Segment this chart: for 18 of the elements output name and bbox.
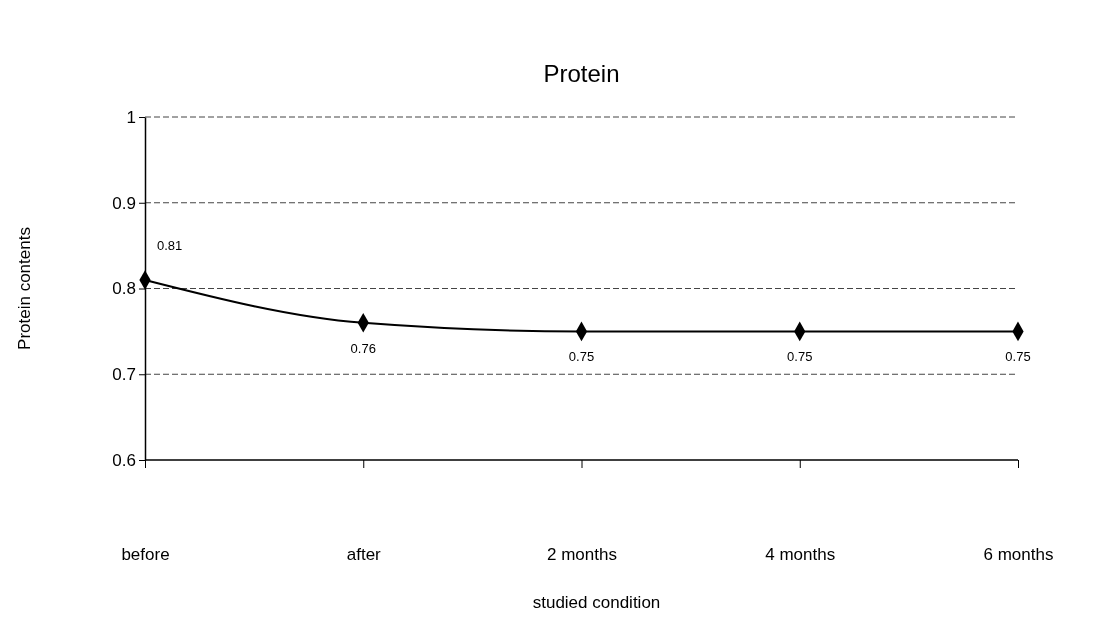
y-tick-label: 1 [126,107,136,127]
data-label: 0.81 [157,237,183,253]
x-axis-title: studied condition [532,593,661,612]
x-tick-label: 4 months [765,545,836,564]
y-axis-title: Protein contents [15,227,34,350]
y-tick-label: 0.8 [112,279,136,299]
x-tick-label: after [346,545,382,564]
y-tick-label: 0.6 [112,450,136,470]
y-tick-label: 0.7 [112,365,136,385]
chart-title: Protein [543,60,620,87]
data-label: 0.75 [1005,349,1031,365]
x-tick-label: before [121,545,170,564]
x-tick-label: 6 months [983,545,1054,564]
data-label: 0.75 [568,349,595,365]
y-tick-label: 0.9 [112,193,136,213]
x-tick-label: 2 months [547,545,617,564]
data-label: 0.76 [350,340,376,356]
data-label: 0.75 [787,349,813,365]
